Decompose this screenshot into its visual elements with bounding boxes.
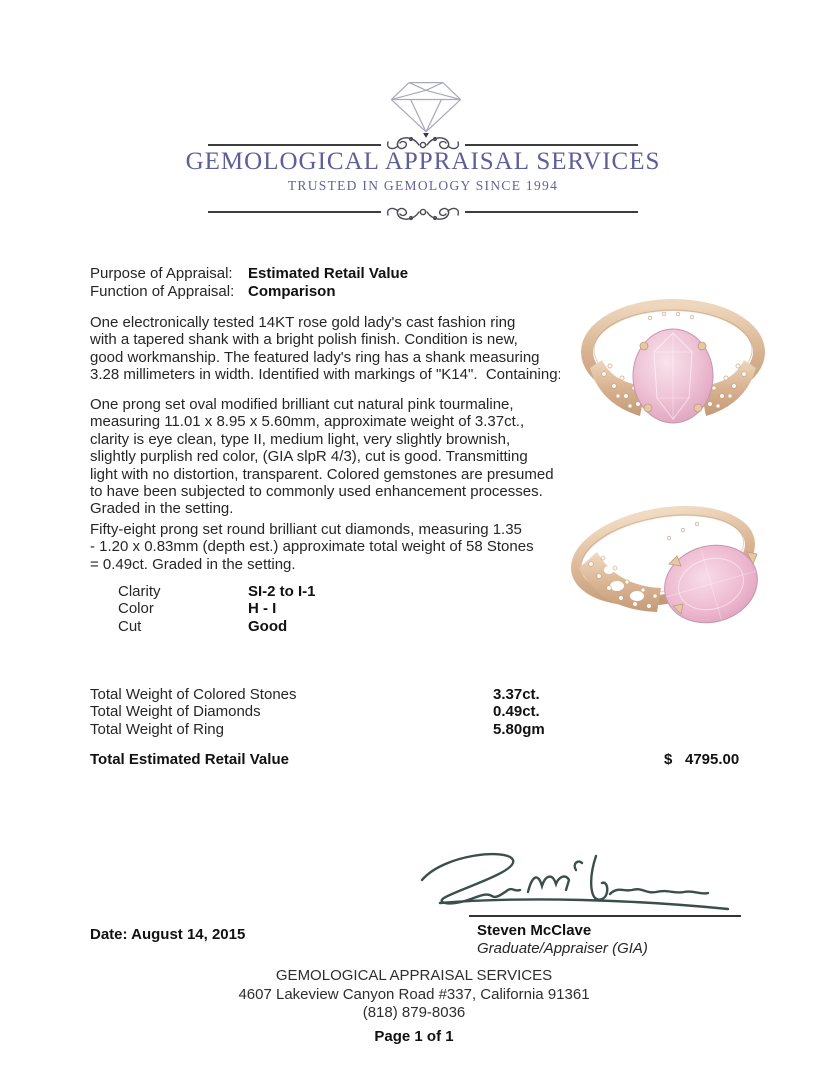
total-diamonds-label: Total Weight of Diamonds <box>90 703 261 721</box>
retail-value-amount: 4795.00 <box>685 751 740 768</box>
ring-photo-front <box>560 292 788 430</box>
cut-value: Good <box>248 617 288 635</box>
footer-address: 4607 Lakeview Canyon Road #337, Californ… <box>238 985 590 1003</box>
function-label: Function of Appraisal: <box>90 282 235 300</box>
appraiser-name: Steven McClave <box>477 922 592 939</box>
appraisal-meta: Purpose of Appraisal: Estimated Retail V… <box>90 265 408 300</box>
appraisal-date: Date: August 14, 2015 <box>90 926 246 943</box>
header-rule-top <box>208 132 638 158</box>
org-tagline: TRUSTED IN GEMOLOGY SINCE 1994 <box>287 178 559 193</box>
tourmaline-description-paragraph: One prong set oval modified brilliant cu… <box>90 396 554 518</box>
signature-image <box>420 852 730 911</box>
signature-line <box>469 915 741 917</box>
appraiser-title: Graduate/Appraiser (GIA) <box>477 940 648 957</box>
function-row: Function of Appraisal: Comparison <box>90 283 408 301</box>
total-colored-stones-row: Total Weight of Colored Stones 3.37ct. <box>90 686 545 703</box>
rule-line <box>465 144 638 146</box>
total-ring-weight-row: Total Weight of Ring 5.80gm <box>90 721 545 738</box>
purpose-value: Estimated Retail Value <box>248 265 409 282</box>
rule-line <box>208 211 381 213</box>
rule-line <box>465 211 638 213</box>
header-rule-bottom <box>208 199 638 225</box>
ring-photo-side <box>551 490 795 626</box>
purpose-label: Purpose of Appraisal: <box>90 265 233 282</box>
diamond-grade-table: Clarity SI-2 to I-1 Color H - I Cut Good <box>118 583 316 635</box>
total-diamonds-row: Total Weight of Diamonds 0.49ct. <box>90 703 545 720</box>
grade-row-clarity: Clarity SI-2 to I-1 <box>118 583 316 600</box>
footer-phone: (818) 879-8036 <box>362 1004 466 1021</box>
total-ring-weight-value: 5.80gm <box>493 720 545 738</box>
total-colored-stones-label: Total Weight of Colored Stones <box>90 686 297 703</box>
document-footer: GEMOLOGICAL APPRAISAL SERVICES 4607 Lake… <box>14 967 814 1046</box>
retail-value-row: Total Estimated Retail Value $ 4795.00 <box>90 751 750 771</box>
grade-row-color: Color H - I <box>118 600 316 617</box>
grade-row-cut: Cut Good <box>118 618 316 635</box>
clarity-label: Clarity <box>118 583 161 600</box>
flourish-ornament-icon <box>386 136 460 150</box>
weight-totals: Total Weight of Colored Stones 3.37ct. T… <box>90 686 545 738</box>
currency-symbol: $ <box>664 751 673 768</box>
total-diamonds-value: 0.49ct. <box>493 703 540 721</box>
ring-description-paragraph: One electronically tested 14KT rose gold… <box>90 314 562 384</box>
diamond-logo-icon <box>390 82 462 138</box>
ring-front-illustration <box>581 299 765 424</box>
page-number: Page 1 of 1 <box>374 1027 454 1045</box>
color-value: H - I <box>248 600 277 618</box>
ring-side-illustration <box>571 505 758 624</box>
function-value: Comparison <box>248 282 336 300</box>
total-colored-stones-value: 3.37ct. <box>493 686 540 703</box>
rule-line <box>208 144 381 146</box>
diamond-description-paragraph: Fifty-eight prong set round brilliant cu… <box>90 521 534 573</box>
org-title: GEMOLOGICAL APPRAISAL SERVICES <box>185 148 661 175</box>
purpose-row: Purpose of Appraisal: Estimated Retail V… <box>90 265 408 283</box>
retail-value-label: Total Estimated Retail Value <box>90 751 289 768</box>
color-label: Color <box>118 600 154 618</box>
clarity-value: SI-2 to I-1 <box>248 583 316 600</box>
flourish-ornament-icon <box>386 207 460 221</box>
footer-org: GEMOLOGICAL APPRAISAL SERVICES <box>275 967 553 984</box>
cut-label: Cut <box>118 617 142 635</box>
total-ring-weight-label: Total Weight of Ring <box>90 720 224 738</box>
